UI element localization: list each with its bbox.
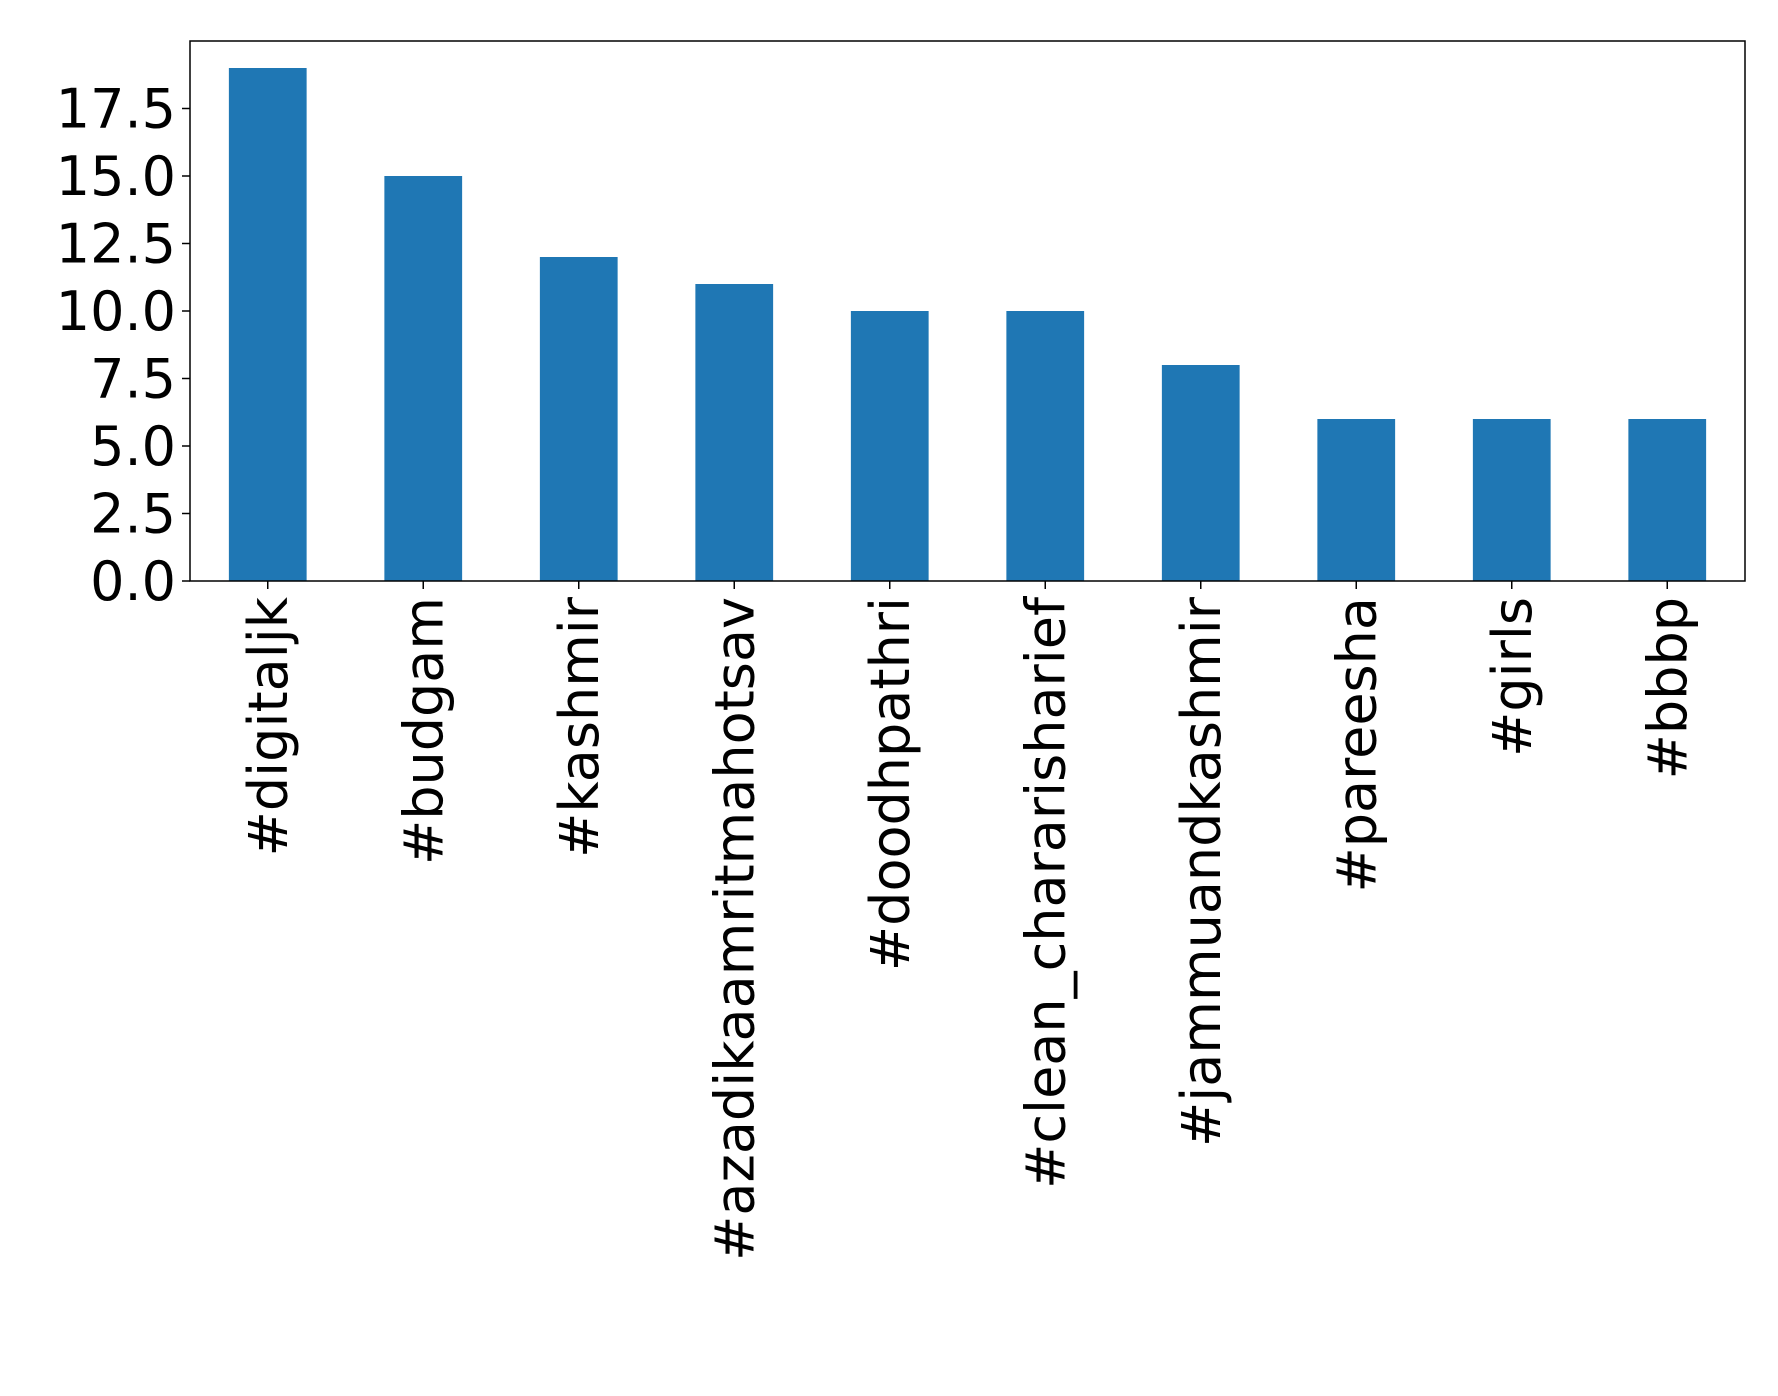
x-tick-label: #doodhpathri <box>859 597 922 971</box>
bar <box>1472 419 1551 581</box>
x-tick-label: #girls <box>1481 597 1544 757</box>
y-tick-label: 15.0 <box>56 145 176 208</box>
x-tick-label: #pareesha <box>1325 597 1388 893</box>
bar <box>1006 311 1085 581</box>
y-tick-label: 0.0 <box>90 550 176 613</box>
bar <box>539 257 618 581</box>
bar <box>1161 365 1240 581</box>
x-tick-label: #budgam <box>392 597 455 865</box>
bar <box>850 311 929 581</box>
x-axis: #digitaljk #budgam #kashmir #azadikaamritma… <box>237 581 1699 1261</box>
y-tick-label: 5.0 <box>90 415 176 478</box>
y-tick-label: 7.5 <box>90 348 176 411</box>
bar <box>1317 419 1396 581</box>
x-tick-label: #clean_chararisharief <box>1014 595 1077 1189</box>
y-tick-label: 12.5 <box>56 213 176 276</box>
plot-frame <box>189 40 1746 582</box>
y-tick-label: 10.0 <box>56 280 176 343</box>
x-tick-label: #jammuandkashmir <box>1170 596 1233 1147</box>
bar <box>228 68 307 581</box>
bar <box>695 284 774 581</box>
bars-layer <box>228 68 1707 581</box>
x-tick-label: #digitaljk <box>237 596 300 856</box>
x-tick-label: #kashmir <box>548 596 611 858</box>
x-tick-label: #azadikaamritmahotsav <box>703 597 766 1261</box>
x-tick-label: #bbbp <box>1636 597 1699 779</box>
bar <box>1628 419 1707 581</box>
y-tick-label: 2.5 <box>90 483 176 546</box>
bar <box>384 176 463 581</box>
y-axis: 0.02.55.07.510.012.515.017.5 <box>56 78 190 613</box>
y-tick-label: 17.5 <box>56 78 176 141</box>
